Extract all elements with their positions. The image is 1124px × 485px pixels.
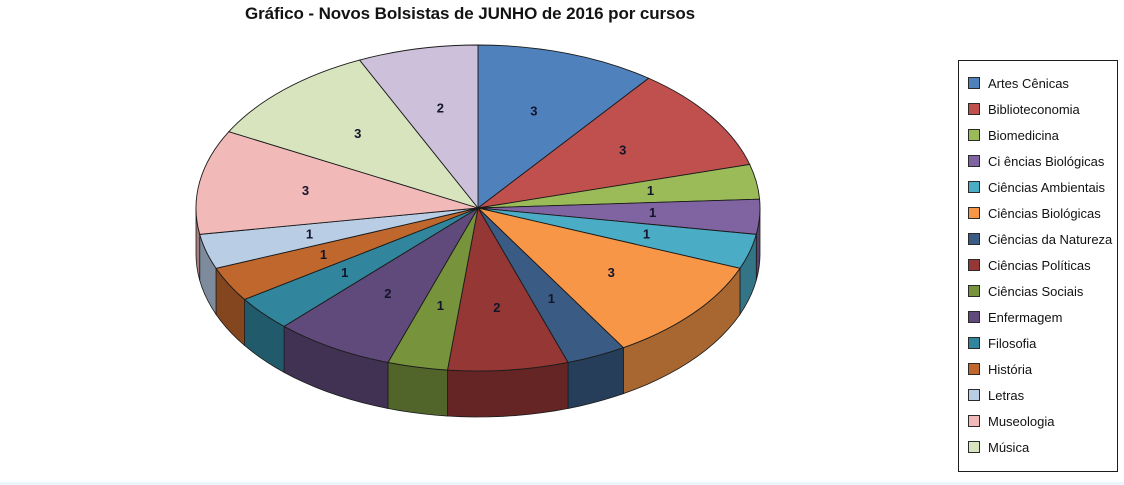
legend-item[interactable]: Ciências Ambientais	[959, 174, 1117, 200]
pie-slice[interactable]	[477, 77, 751, 209]
pie-slice-value-label: 1	[437, 298, 444, 313]
legend-item-label: Artes Cênicas	[988, 75, 1069, 91]
legend-item[interactable]: Filosofia	[959, 330, 1117, 356]
pie-slice-value-label: 3	[530, 104, 537, 119]
legend-color-swatch	[968, 415, 980, 427]
legend-color-swatch	[968, 181, 980, 193]
legend-color-swatch	[968, 259, 980, 271]
pie-slice-value-label: 2	[384, 286, 391, 301]
legend-item-label: História	[988, 361, 1033, 377]
legend-item[interactable]: Ciências Biológicas	[959, 200, 1117, 226]
chart-title: Gráfico - Novos Bolsistas de JUNHO de 20…	[244, 4, 696, 23]
pie-slice[interactable]	[477, 44, 650, 209]
pie-slice[interactable]	[228, 59, 480, 209]
legend-item-label: Biblioteconomia	[988, 101, 1080, 117]
legend-item-label: Ciências Biológicas	[988, 205, 1101, 221]
pie-slice-value-label: 1	[341, 265, 348, 280]
legend-color-swatch	[968, 337, 980, 349]
pie-slice-value-label: 1	[548, 291, 555, 306]
pie-slice-value-label: 3	[608, 265, 615, 280]
legend-item-label: Biomedicina	[988, 127, 1059, 143]
legend-item-label: Letras	[988, 387, 1025, 403]
legend-color-swatch	[968, 77, 980, 89]
pie-slice-value-label: 3	[302, 183, 309, 198]
pie-slice-side	[387, 361, 448, 417]
legend-color-swatch	[968, 363, 980, 375]
legend-item[interactable]: Biomedicina	[959, 122, 1117, 148]
legend-item-label: Ciências da Natureza	[988, 231, 1113, 247]
legend-color-swatch	[968, 103, 980, 115]
legend-item[interactable]: Ciências Políticas	[959, 252, 1117, 278]
pie-slice-value-label: 1	[306, 226, 313, 241]
legend-item-label: Museologia	[988, 413, 1055, 429]
legend-item[interactable]: Biblioteconomia	[959, 96, 1117, 122]
legend-item[interactable]: Ci ências Biológicas	[959, 148, 1117, 174]
legend-item[interactable]: História	[959, 356, 1117, 382]
legend-item[interactable]: Letras	[959, 382, 1117, 408]
legend-item[interactable]: Ciências da Natureza	[959, 226, 1117, 252]
pie-slice-value-label: 3	[619, 143, 626, 158]
legend-item[interactable]: Artes Cênicas	[959, 70, 1117, 96]
pie-slice[interactable]	[195, 131, 479, 235]
legend-color-swatch	[968, 233, 980, 245]
pie-slice[interactable]	[283, 207, 479, 363]
legend-item-label: Filosofia	[988, 335, 1037, 351]
legend-color-swatch	[968, 207, 980, 219]
legend-color-swatch	[968, 389, 980, 401]
legend-item-label: Ciências Políticas	[988, 257, 1091, 273]
legend-color-swatch	[968, 155, 980, 167]
legend-color-swatch	[968, 129, 980, 141]
pie-slice[interactable]	[476, 207, 741, 349]
pie-slice[interactable]	[358, 44, 479, 210]
legend-color-swatch	[968, 285, 980, 297]
legend-item-label: Ciências Sociais	[988, 283, 1084, 299]
chart-legend: Artes Cênicas Biblioteconomia Biomedicina C…	[958, 60, 1118, 472]
legend-item-label: Ci ências Biológicas	[988, 153, 1105, 169]
pie-slice-value-label: 2	[493, 300, 500, 315]
pie-slice-value-label: 2	[437, 101, 444, 116]
pie-slice-value-label: 3	[354, 126, 361, 141]
pie-slice-value-label: 1	[643, 226, 650, 241]
pie-slice[interactable]	[446, 206, 569, 372]
legend-color-swatch	[968, 441, 980, 453]
pie-slice-value-label: 1	[320, 247, 327, 262]
legend-item[interactable]: Ciências Sociais	[959, 278, 1117, 304]
pie-slice-value-label: 1	[649, 205, 656, 220]
legend-item-label: Música	[988, 439, 1030, 455]
legend-item[interactable]: Museologia	[959, 408, 1117, 434]
bottom-rule	[0, 482, 1124, 485]
pie-slice-value-label: 1	[647, 183, 654, 198]
legend-color-swatch	[968, 311, 980, 323]
legend-item[interactable]: Enfermagem	[959, 304, 1117, 330]
legend-item[interactable]: Música	[959, 434, 1117, 460]
legend-item-label: Enfermagem	[988, 309, 1063, 325]
legend-item-label: Ciências Ambientais	[988, 179, 1106, 195]
